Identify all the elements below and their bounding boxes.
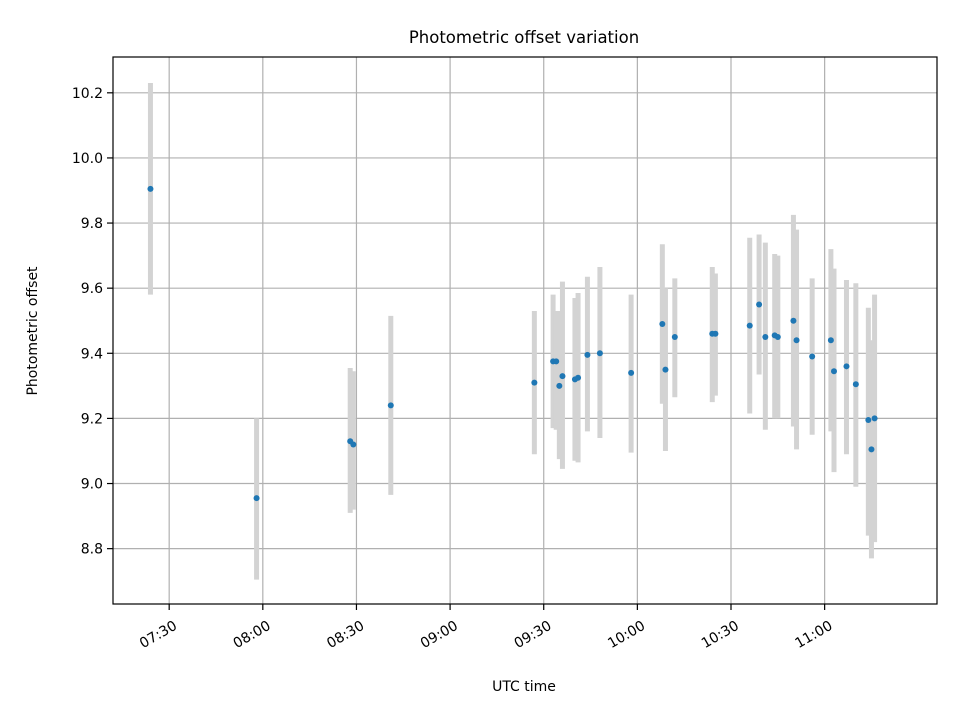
data-point	[809, 353, 816, 360]
data-point	[827, 337, 834, 344]
data-point	[584, 351, 591, 358]
data-point	[852, 381, 859, 388]
data-point	[596, 350, 603, 357]
data-point	[553, 358, 560, 365]
data-point	[671, 334, 678, 341]
data-point	[790, 317, 797, 324]
y-tick-label: 10.0	[72, 151, 103, 167]
data-point	[662, 366, 669, 373]
data-point	[147, 185, 154, 192]
data-point	[659, 320, 666, 327]
data-point	[756, 301, 763, 308]
x-tick-label: 08:00	[231, 618, 274, 652]
y-tick-label: 10.2	[72, 86, 103, 102]
data-point	[575, 374, 582, 381]
x-tick-label: 11:00	[792, 618, 835, 652]
data-point	[628, 369, 635, 376]
data-point	[831, 368, 837, 375]
grid-lines	[113, 57, 937, 604]
y-tick-label: 9.2	[81, 411, 103, 427]
chart-title: Photometric offset variation	[409, 28, 639, 47]
data-point	[774, 334, 781, 341]
data-point	[793, 337, 800, 344]
axis-ticks: 07:30 08:00 08:30 09:00 09:30 10:00 10:30 11:00…	[72, 86, 836, 652]
data-point	[387, 402, 394, 409]
data-point	[350, 441, 357, 448]
x-axis-label: UTC time	[492, 679, 556, 695]
data-points	[147, 185, 878, 502]
data-point	[559, 373, 566, 380]
data-point	[712, 330, 719, 337]
x-tick-label: 08:30	[324, 618, 367, 652]
data-point	[868, 446, 875, 453]
y-axis-label: Photometric offset	[25, 266, 41, 396]
y-tick-label: 9.0	[81, 477, 103, 493]
y-tick-label: 9.4	[81, 346, 103, 362]
data-point	[746, 322, 753, 329]
data-point	[253, 495, 260, 502]
y-tick-label: 9.8	[81, 216, 103, 232]
x-tick-label: 10:30	[699, 618, 742, 652]
data-point	[871, 415, 878, 422]
data-point	[865, 417, 872, 424]
x-tick-label: 09:30	[512, 618, 555, 652]
x-tick-label: 10:00	[605, 618, 648, 652]
y-tick-label: 9.6	[81, 281, 103, 297]
y-tick-label: 8.8	[81, 542, 103, 558]
x-tick-label: 07:30	[137, 618, 180, 652]
data-point	[531, 379, 538, 386]
plot-frame	[112, 56, 938, 605]
x-tick-label: 09:00	[418, 618, 461, 652]
data-point	[843, 363, 850, 370]
data-point	[762, 334, 769, 341]
data-point	[556, 382, 563, 389]
